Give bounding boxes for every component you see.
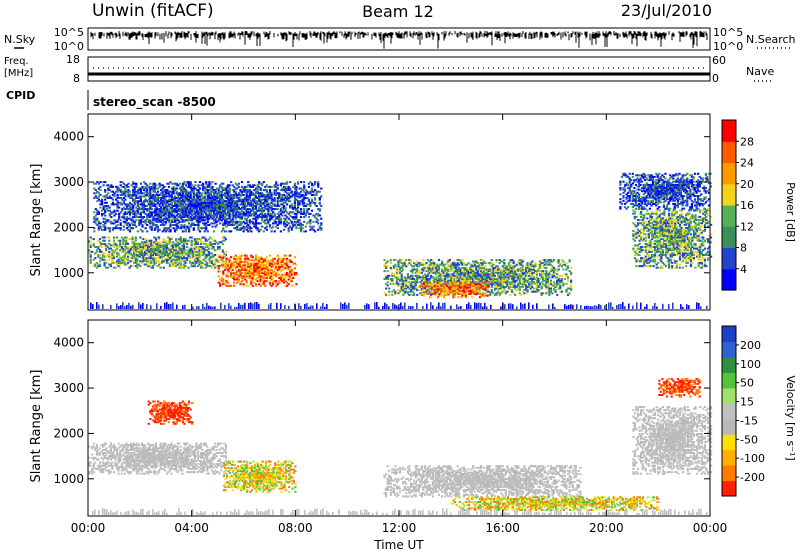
ytick-label: 1000 bbox=[53, 266, 84, 280]
noise-tick-left-bottom: 10^0 bbox=[54, 40, 84, 53]
nave-tick-top: 60 bbox=[712, 54, 726, 67]
ylabel-velocity: Slant Range [km] bbox=[29, 370, 44, 483]
ytick-label: 2000 bbox=[53, 220, 84, 234]
colorbar-tick-label: 200 bbox=[740, 339, 761, 352]
nave-tick-bottom: 0 bbox=[712, 72, 719, 85]
colorbar-tick-label: -50 bbox=[740, 433, 758, 446]
xtick-label: 00:00 bbox=[71, 521, 106, 535]
colorbar-tick-label: 20 bbox=[740, 178, 754, 191]
colorbar-tick-label: 12 bbox=[740, 220, 754, 233]
station-title: Unwin (fitACF) bbox=[92, 1, 214, 21]
velocity-colorbar bbox=[721, 325, 737, 497]
colorbar-tick-label: -15 bbox=[740, 414, 758, 427]
velocity-region-0 bbox=[88, 442, 227, 475]
power-colorbar bbox=[721, 119, 737, 291]
date-title: 23/Jul/2010 bbox=[621, 1, 712, 20]
freq-tick-top: 18 bbox=[66, 53, 80, 66]
noise-tick-right-top: 10^5 bbox=[713, 26, 743, 39]
freq-label: Freq. bbox=[4, 56, 29, 67]
ylabel-power: Slant Range [km] bbox=[29, 164, 44, 277]
nsearch-label: N.Search bbox=[746, 33, 796, 46]
colorbar-label-power: Power [dB] bbox=[784, 182, 797, 242]
power-region-4 bbox=[632, 207, 713, 269]
power-region-0 bbox=[88, 236, 227, 269]
xtick-label: 20:00 bbox=[589, 521, 624, 535]
colorbar-tick-label: 8 bbox=[740, 242, 747, 255]
noise-tick-right-bottom: 10^0 bbox=[713, 40, 743, 53]
velocity-region-6 bbox=[450, 496, 660, 511]
colorbar-tick-label: 4 bbox=[740, 263, 747, 276]
ytick-label: 4000 bbox=[53, 336, 84, 350]
xtick-label: 00:00 bbox=[693, 521, 728, 535]
noise-trace bbox=[90, 31, 708, 49]
velocity-region-4 bbox=[658, 378, 701, 398]
colorbar-tick-label: 15 bbox=[740, 396, 754, 409]
xlabel: Time UT bbox=[373, 538, 424, 552]
power-region-5 bbox=[93, 181, 323, 233]
freq-unit-label: [MHz] bbox=[4, 68, 33, 79]
xtick-label: 04:00 bbox=[174, 521, 209, 535]
nave-label: Nave bbox=[746, 65, 774, 78]
ytick-label: 1000 bbox=[53, 472, 84, 486]
ytick-label: 4000 bbox=[53, 130, 84, 144]
power-region-3 bbox=[419, 281, 489, 299]
xtick-label: 12:00 bbox=[382, 521, 417, 535]
power-near-range-echo bbox=[90, 302, 708, 309]
xtick-label: 08:00 bbox=[278, 521, 313, 535]
freq-tick-bottom: 8 bbox=[73, 72, 80, 85]
colorbar-tick-label: 16 bbox=[740, 199, 754, 212]
velocity-region-2 bbox=[383, 465, 582, 498]
colorbar-tick-label: 100 bbox=[740, 358, 761, 371]
noise-tick-left-top: 10^5 bbox=[54, 26, 84, 39]
cpid-value: stereo_scan -8500 bbox=[93, 95, 216, 110]
colorbar-tick-label: 28 bbox=[740, 135, 754, 148]
power-scatter bbox=[88, 172, 713, 309]
power-region-1 bbox=[217, 254, 298, 287]
velocity-scatter bbox=[88, 378, 713, 515]
beam-title: Beam 12 bbox=[362, 2, 434, 21]
nsky-label: N.Sky bbox=[4, 33, 36, 46]
velocity-near-range-echo bbox=[92, 508, 708, 515]
velocity-region-1 bbox=[222, 460, 297, 493]
xtick-label: 16:00 bbox=[485, 521, 520, 535]
colorbar-tick-label: -100 bbox=[740, 452, 765, 465]
colorbar-tick-label: -200 bbox=[740, 471, 765, 484]
colorbar-tick-label: 50 bbox=[740, 377, 754, 390]
power-region-6 bbox=[619, 172, 712, 210]
velocity-region-3 bbox=[147, 400, 194, 425]
ytick-label: 3000 bbox=[53, 175, 84, 189]
ytick-label: 3000 bbox=[53, 381, 84, 395]
ytick-label: 2000 bbox=[53, 426, 84, 440]
colorbar-tick-label: 24 bbox=[740, 157, 754, 170]
cpid-label: CPID bbox=[6, 89, 35, 102]
freq-panel bbox=[87, 56, 711, 82]
colorbar-label-velocity: Velocity [m s⁻¹] bbox=[784, 375, 797, 460]
velocity-region-5 bbox=[632, 406, 713, 475]
